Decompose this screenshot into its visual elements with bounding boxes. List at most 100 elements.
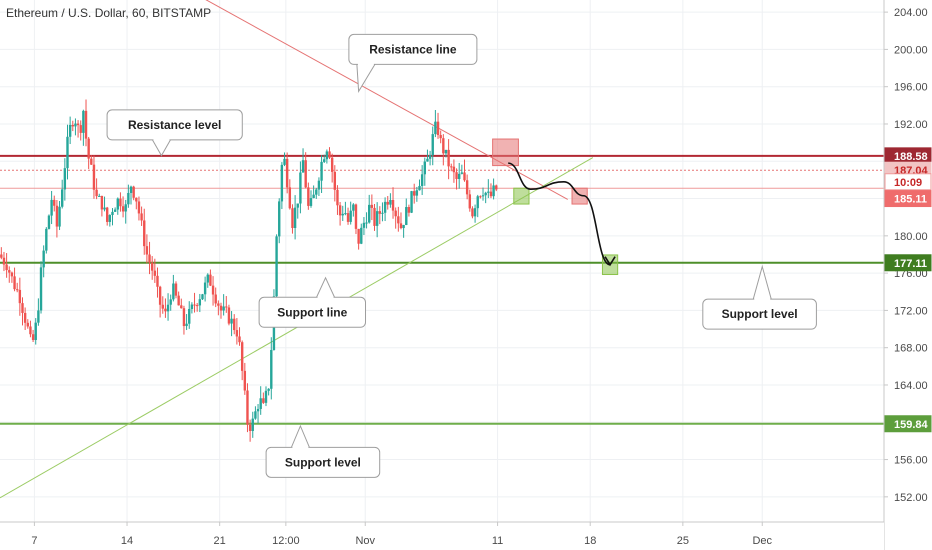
resistance-trendline — [205, 0, 568, 200]
candle-body — [270, 349, 273, 389]
callout-box — [106, 109, 243, 141]
grid — [0, 0, 884, 522]
candle-body — [246, 390, 249, 425]
candle-body — [399, 223, 403, 229]
candle-body — [129, 186, 133, 193]
candle-body — [439, 135, 442, 139]
candle-body — [2, 257, 6, 265]
callout-pointer — [315, 276, 336, 298]
candle-body — [283, 158, 286, 165]
candle-body — [251, 418, 254, 431]
candle-body — [360, 227, 363, 244]
candle-body — [296, 203, 299, 208]
candle-body — [53, 199, 56, 206]
price-tag: 188.58 — [884, 147, 932, 165]
x-tick-label: 14 — [121, 535, 133, 547]
candle-body — [301, 160, 305, 173]
callout: Resistance line — [348, 33, 478, 93]
callout-box — [348, 33, 478, 65]
candle-body — [166, 304, 170, 312]
candle-body — [188, 308, 191, 324]
candle-body — [426, 158, 429, 162]
candle-body — [92, 164, 96, 190]
price-candles — [0, 99, 498, 442]
candle-body — [177, 295, 180, 306]
candle-body — [198, 299, 202, 306]
callout: Support line — [258, 276, 367, 328]
candle-body — [143, 220, 146, 247]
callout-label: Resistance line — [369, 42, 457, 56]
candle-body — [71, 124, 74, 127]
candle-body — [468, 194, 471, 209]
candle-body — [29, 326, 32, 335]
candle-body — [267, 388, 270, 391]
candle-body — [95, 189, 98, 197]
price-tag-label: 10:09 — [894, 177, 922, 189]
candle-body — [217, 303, 220, 306]
candle-body — [275, 236, 278, 297]
candle-body — [256, 408, 260, 412]
candle-body — [16, 289, 19, 291]
candle-body — [484, 192, 487, 196]
candle-body — [214, 294, 217, 304]
candle-body — [471, 208, 474, 217]
candle-body — [148, 254, 151, 263]
candle-body — [137, 201, 141, 214]
candle-body — [169, 299, 172, 305]
candle-body — [381, 212, 384, 214]
candle-body — [259, 398, 262, 409]
candle-body — [113, 209, 117, 212]
candle-body — [103, 207, 106, 210]
y-tick-label: 204.00 — [894, 7, 928, 19]
candle-body — [193, 304, 196, 306]
candle-body — [304, 160, 307, 188]
price-tag: 177.11 — [884, 254, 932, 272]
candle-body — [447, 149, 450, 167]
callout-box — [258, 296, 367, 328]
candle-body — [368, 204, 371, 223]
candle-body — [402, 224, 405, 229]
x-tick-label: 18 — [584, 535, 596, 547]
candle-body — [182, 308, 186, 327]
candle-body — [87, 138, 90, 159]
candle-body — [320, 161, 323, 181]
candle-body — [47, 215, 51, 229]
candle-body — [82, 110, 85, 133]
candle-body — [180, 305, 183, 309]
candle-body — [58, 206, 61, 227]
candle-body — [413, 191, 416, 196]
candle-body — [116, 198, 119, 210]
x-tick-label: Dec — [752, 535, 772, 547]
y-tick-label: 156.00 — [894, 455, 928, 467]
candle-body — [463, 172, 466, 181]
candle-body — [222, 306, 225, 311]
candle-body — [278, 201, 281, 237]
x-tick-label: 12:00 — [272, 535, 300, 547]
candle-body — [309, 198, 313, 206]
y-tick-label: 180.00 — [894, 231, 928, 243]
candle-body — [68, 124, 72, 137]
candle-body — [370, 204, 374, 208]
candle-body — [108, 215, 112, 222]
price-axis-bg — [884, 0, 932, 550]
y-tick-label: 192.00 — [894, 119, 928, 131]
callout: Support level — [265, 424, 381, 478]
candle-body — [158, 286, 162, 305]
candle-body — [140, 213, 143, 221]
candle-body — [357, 228, 360, 244]
callout-label: Support level — [722, 307, 798, 321]
chart-title: Ethereum / U.S. Dollar, 60, BITSTAMP — [6, 6, 211, 20]
candle-body — [39, 267, 43, 311]
candle-body — [325, 151, 329, 160]
price-tag: 10:09 — [884, 173, 932, 191]
candle-body — [105, 207, 109, 222]
horizontal-levels — [0, 154, 884, 425]
candle-body — [476, 196, 479, 209]
candle-body — [119, 198, 122, 207]
callout-pointer — [290, 424, 311, 448]
candle-body — [365, 222, 368, 224]
candle-body — [45, 228, 48, 251]
candle-body — [98, 195, 101, 197]
candle-body — [291, 208, 294, 228]
